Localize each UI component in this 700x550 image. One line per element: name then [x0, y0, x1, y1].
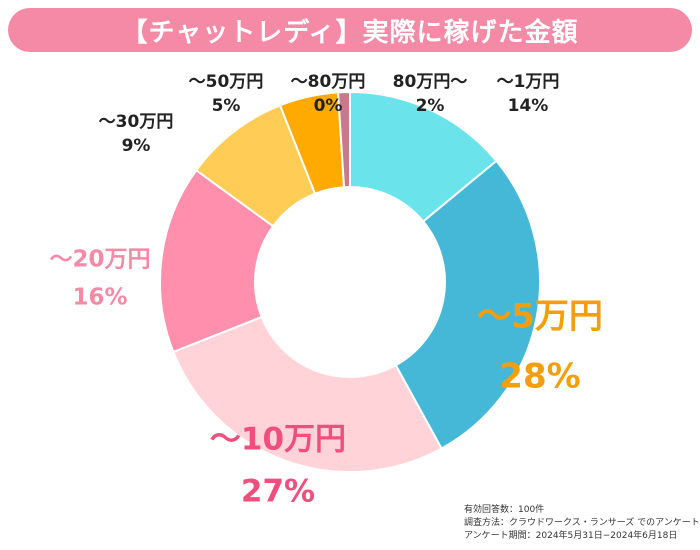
slice-label-2: 〜10万円: [210, 422, 346, 458]
slice-percent-2: 27%: [241, 474, 315, 510]
slice-label-1: 〜5万円: [477, 297, 603, 337]
slice-percent-4: 9%: [122, 136, 151, 156]
slice-percent-0: 14%: [508, 96, 549, 116]
slice-percent-1: 28%: [499, 357, 580, 397]
survey-notes: 有効回答数：100件 調査方法：クラウドワークス・ランサーズ でのアンケート ア…: [464, 504, 700, 543]
note-respondents: 有効回答数：100件: [464, 505, 545, 515]
slice-percent-3: 16%: [72, 285, 127, 311]
slice-percent-6: 0%: [314, 96, 343, 116]
slice-1-5: [394, 159, 541, 450]
title-banner: 【チャットレディ】実際に稼げた金額: [8, 8, 692, 52]
slice-label-0: 〜1万円: [497, 72, 560, 92]
slice-6-80: [337, 90, 351, 189]
slice-label-6: 〜80万円: [291, 72, 366, 92]
slice-label-4: 〜30万円: [99, 112, 174, 132]
slice-label-3: 〜20万円: [49, 247, 150, 273]
slice-percent-5: 5%: [212, 96, 241, 116]
slice-3-20: [159, 168, 275, 354]
slice-percent-7: 2%: [416, 96, 445, 116]
note-period: アンケート期間：2024年5月31日−2024年6月18日: [464, 531, 678, 541]
slice-label-7: 80万円〜: [393, 72, 468, 92]
slice-label-5: 〜50万円: [189, 72, 264, 92]
chart-title: 【チャットレディ】実際に稼げた金額: [121, 17, 579, 48]
note-method: 調査方法：クラウドワークス・ランサーズ でのアンケート: [464, 518, 700, 528]
slice-2-10: [172, 315, 443, 473]
